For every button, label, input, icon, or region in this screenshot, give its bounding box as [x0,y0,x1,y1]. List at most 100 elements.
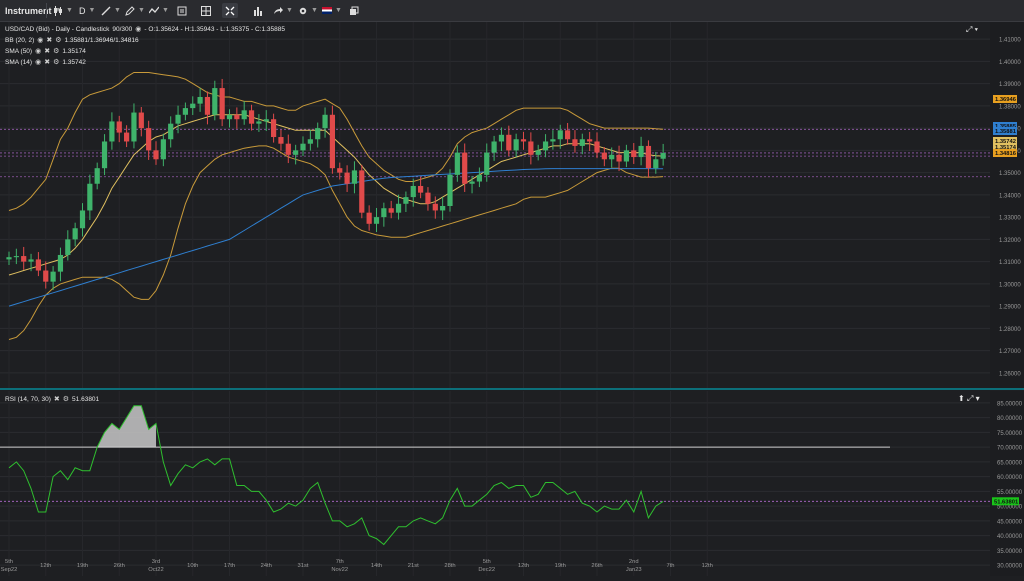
candle-down [528,141,534,155]
expand-icon[interactable]: ⤢ [966,25,973,34]
language-selector[interactable]: ▼ [322,3,342,18]
close-icon[interactable]: ✖ [46,37,53,44]
price-tag-label: 1.35174 [995,145,1017,151]
candle-up [609,154,615,160]
move-up-icon[interactable]: ⬆ [958,394,965,403]
layout-icon [201,5,211,16]
chevron-down-icon: ▼ [114,7,121,14]
draw-line-button[interactable]: ▼ [101,3,121,18]
candle-up [623,150,629,162]
candle-up [57,254,64,272]
candle-up [579,139,585,146]
candle-down [506,134,512,151]
instrument-label: Instrument [5,5,52,16]
candle-up [212,88,218,115]
price-tag [993,122,1017,130]
gear-icon[interactable]: ⚙ [53,59,60,66]
chart-style-button[interactable]: ▼ [53,3,73,18]
rsi-chart[interactable]: 85.00000 80.00000 75.00000 70.00000 65.00000… [0,391,1024,576]
rsi-y-tick-label: 35.00000 [997,549,1023,555]
rsi-value-tag-label: 51.63801 [994,499,1019,505]
price-tag [993,95,1017,103]
rsi-axis-background [990,391,1024,576]
rsi-legend: RSI (14, 70, 30) ✖ ⚙ 51.63801 [5,395,99,404]
candle-up [79,210,86,229]
candle-up [403,197,409,204]
plot-background [0,22,990,388]
eye-icon[interactable]: ◉ [37,37,44,44]
eye-icon[interactable]: ◉ [35,59,42,66]
gear-icon[interactable]: ⚙ [62,396,70,403]
expand-icon[interactable]: ⤢ [966,394,974,403]
price-tag [993,127,1017,135]
price-panel[interactable]: 1.410001.400001.390001.380001.370001.360… [0,22,1024,388]
panel-controls: ⤢ ▾ [966,25,978,35]
gear-icon[interactable]: ⚙ [53,48,60,55]
price-tag [993,143,1017,151]
candle-down [116,121,122,133]
y-tick-label: 1.28000 [999,327,1021,333]
panel-divider[interactable] [0,388,1024,390]
bb-lower-line [8,145,664,340]
bb-legend: BB (20, 2) ◉ ✖ ⚙ 1.35881/1.36946/1.34816 [5,36,139,45]
candle-down [248,110,255,124]
candle-up [101,141,108,169]
candle-up [440,206,446,211]
y-tick-label: 1.35000 [999,171,1021,177]
candle-up [484,152,490,175]
period-selector[interactable]: D ▼ [79,3,95,18]
x-tick-label: 3rd [152,559,160,565]
legend-ohlc: - O:1.35624 - H:1.35943 - L:1.35375 - C:… [144,25,285,33]
candle-up [131,112,137,142]
annotation-button[interactable]: ▼ [125,3,145,18]
close-icon[interactable]: ✖ [53,396,60,403]
instrument-selector[interactable]: Instrument ▼ [5,3,61,18]
y-tick-label: 1.41000 [999,38,1021,44]
x-tick-sublabel: Oct22 [148,567,163,573]
x-tick-label: 24th [261,563,272,569]
price-tag-label: 1.35742 [995,139,1016,145]
chevron-down-icon[interactable]: ▾ [974,25,979,34]
gear-icon[interactable]: ⚙ [55,37,62,44]
candle-up [182,108,188,115]
rsi-value-tag [992,497,1019,506]
chevron-down-icon[interactable]: ▾ [975,394,980,403]
candle-up [94,168,100,184]
crosshair-button[interactable] [222,3,238,18]
price-tag-label: 1.34816 [995,151,1017,157]
compare-button[interactable] [177,3,187,18]
x-tick-label: 14th [371,563,382,569]
candle-up [535,150,541,155]
rsi-y-tick-label: 80.00000 [997,416,1023,422]
x-tick-label: 28th [444,563,455,569]
candle-down [645,145,652,169]
candle-up [160,139,166,160]
close-icon[interactable]: ✖ [44,59,51,66]
popout-button[interactable] [349,3,359,18]
bb-label: BB (20, 2) [5,36,35,44]
chevron-down-icon: ▼ [66,7,73,14]
chart-type-button[interactable] [253,3,263,18]
layout-button[interactable] [201,3,211,18]
price-chart[interactable]: 1.410001.400001.390001.380001.370001.360… [0,22,1024,388]
eye-icon[interactable]: ◉ [35,48,42,55]
close-icon[interactable]: ✖ [44,48,51,55]
sma14-line [8,114,664,276]
rsi-panel[interactable]: 85.00000 80.00000 75.00000 70.00000 65.00000… [0,391,1024,576]
eye-icon[interactable]: ◉ [135,26,142,33]
candle-down [425,192,431,204]
chevron-down-icon: ▼ [54,7,62,14]
candle-up [447,174,453,206]
x-tick-label: 26th [591,563,602,569]
share-button[interactable]: ▼ [273,3,293,18]
indicators-button[interactable]: ▼ [149,3,169,18]
candle-up [638,145,644,158]
bb-upper-line [8,72,664,211]
y-tick-label: 1.39000 [999,82,1021,88]
bar-chart-icon [254,6,262,16]
x-tick-label: 21st [408,563,419,569]
candle-down [631,150,637,158]
y-tick-label: 1.34000 [999,193,1021,199]
x-tick-label: 19th [77,563,88,569]
settings-button[interactable]: ▼ [298,3,318,18]
